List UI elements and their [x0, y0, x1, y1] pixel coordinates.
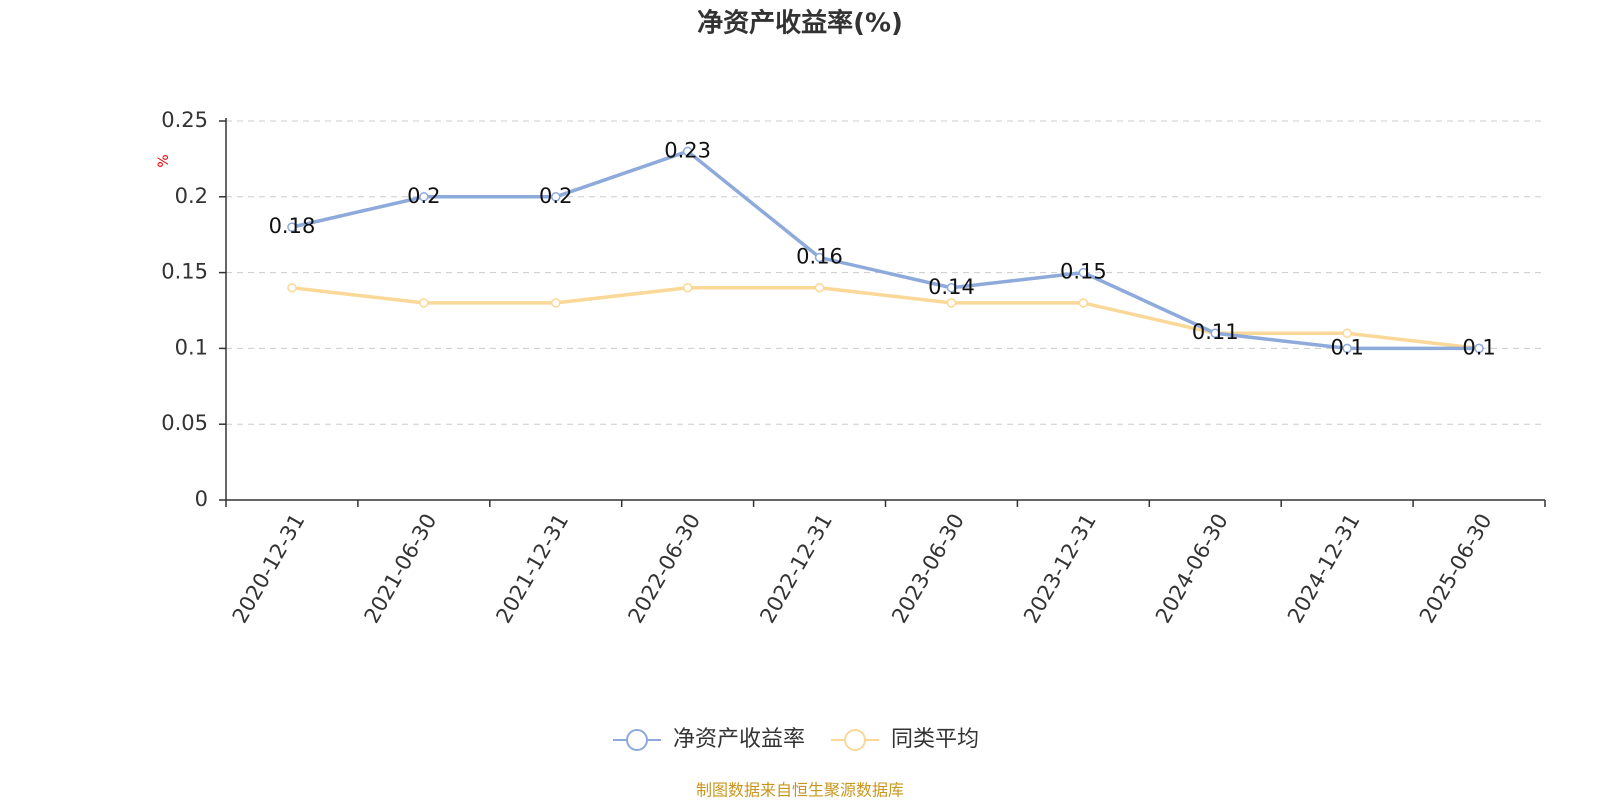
y-tick-label: 0.1: [175, 335, 208, 359]
y-tick-label: 0: [195, 487, 208, 511]
data-point: [419, 192, 429, 202]
data-label: 0.15: [1060, 260, 1107, 284]
data-point: [682, 283, 693, 293]
data-point: [287, 283, 297, 293]
y-tick-label: 0.25: [161, 108, 208, 132]
data-point: [682, 146, 693, 157]
data-point: [814, 283, 825, 293]
data-label: 0.1: [1462, 335, 1495, 359]
series-line: [291, 286, 1480, 351]
legend-label: 同类平均: [891, 727, 979, 752]
data-label: 0.1: [1330, 335, 1363, 359]
x-tick-label: 2025-06-30: [1415, 510, 1497, 628]
data-point: [1078, 298, 1089, 308]
data-point: [1210, 328, 1220, 338]
legend-marker: [844, 729, 867, 751]
x-tick-label: 2024-06-30: [1151, 510, 1233, 628]
data-label: 0.2: [539, 184, 572, 208]
data-point: [814, 252, 825, 263]
data-point: [551, 298, 561, 308]
data-label: 0.11: [1192, 320, 1239, 344]
data-point: [946, 298, 957, 308]
data-label: 0.14: [928, 275, 975, 299]
y-tick-label: 0.2: [175, 184, 208, 208]
data-point: [1342, 343, 1352, 354]
y-unit: %: [156, 154, 172, 167]
y-tick-label: 0.05: [161, 411, 208, 435]
data-point: [419, 298, 429, 308]
data-point: [1474, 343, 1484, 354]
x-tick-label: 2022-12-31: [755, 510, 837, 628]
y-tick-label: 0.15: [161, 260, 208, 284]
x-tick-label: 2024-12-31: [1283, 510, 1365, 628]
x-tick-label: 2023-06-30: [887, 509, 969, 627]
legend-marker: [626, 729, 648, 751]
x-tick-label: 2021-06-30: [360, 509, 442, 627]
legend-label: 净资产收益率: [673, 727, 805, 752]
data-point: [287, 222, 297, 232]
x-tick-label: 2020-12-31: [228, 510, 310, 628]
x-tick-label: 2021-12-31: [491, 510, 573, 628]
data-point: [1078, 267, 1089, 278]
data-label: 0.2: [407, 184, 440, 208]
data-label: 0.18: [269, 214, 316, 238]
chart-title: 净资产收益率(%): [697, 8, 903, 39]
x-tick-label: 2023-12-31: [1019, 510, 1101, 628]
data-point: [551, 192, 561, 202]
source-note: 制图数据来自恒生聚源数据库: [696, 781, 904, 800]
data-point: [946, 283, 957, 293]
data-label: 0.23: [664, 138, 711, 162]
series-line: [291, 149, 1480, 351]
data-label: 0.16: [796, 244, 843, 268]
data-point: [1342, 328, 1352, 338]
x-tick-label: 2022-06-30: [623, 510, 705, 628]
